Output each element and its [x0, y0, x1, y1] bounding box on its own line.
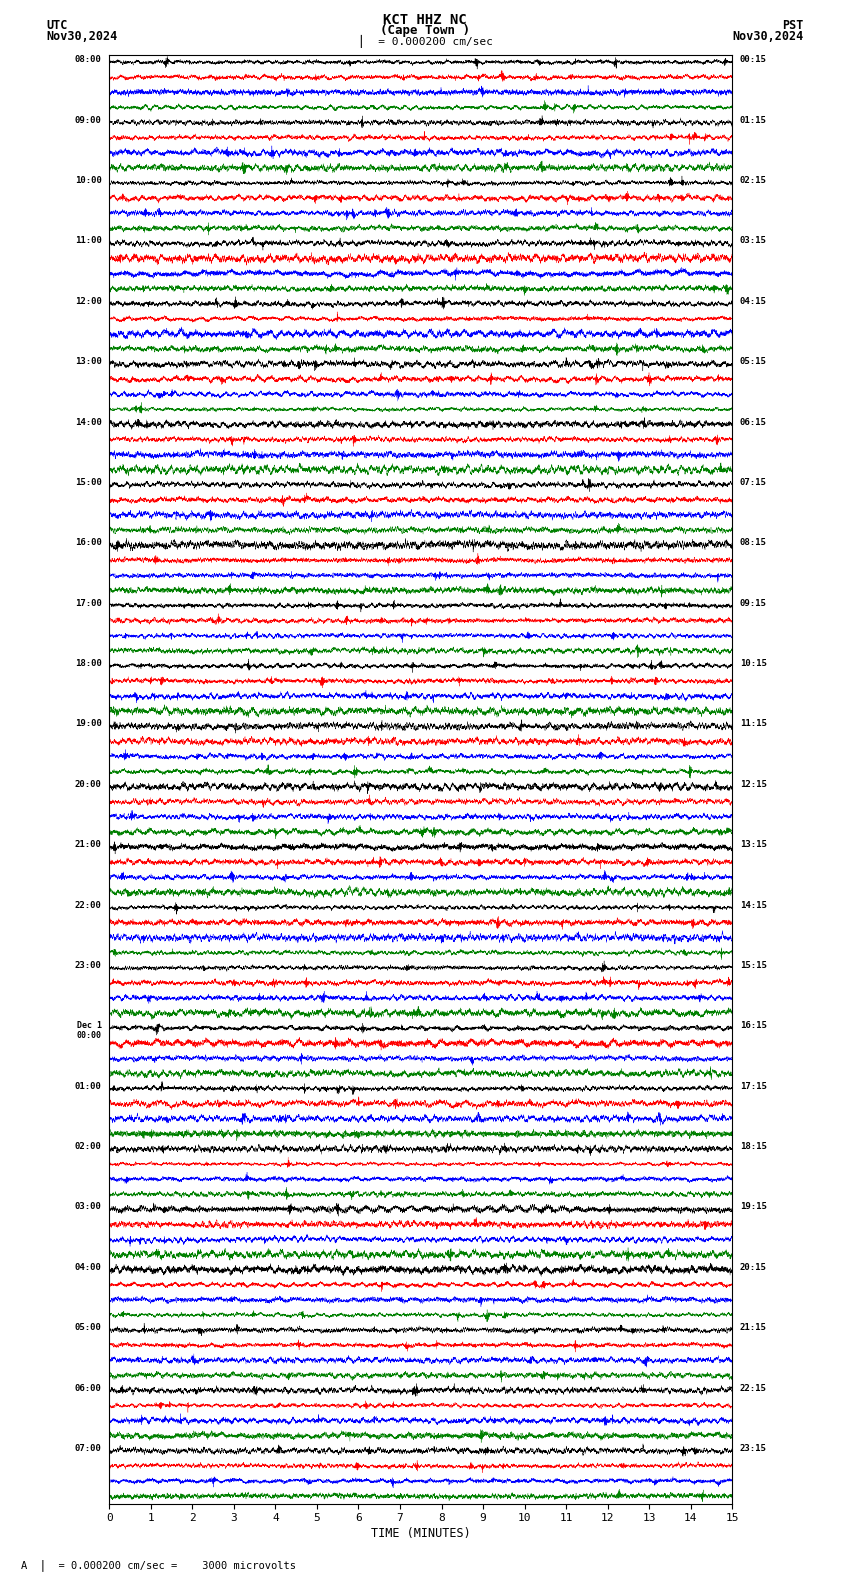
Text: 22:00: 22:00: [75, 901, 102, 909]
Text: 06:15: 06:15: [740, 418, 767, 426]
Text: KCT HHZ NC: KCT HHZ NC: [383, 13, 467, 27]
Text: 07:00: 07:00: [75, 1445, 102, 1453]
Text: 19:00: 19:00: [75, 719, 102, 729]
Text: 11:00: 11:00: [75, 236, 102, 246]
Text: 05:00: 05:00: [75, 1323, 102, 1332]
Text: 14:15: 14:15: [740, 901, 767, 909]
X-axis label: TIME (MINUTES): TIME (MINUTES): [371, 1527, 471, 1541]
Text: 10:00: 10:00: [75, 176, 102, 185]
Text: UTC: UTC: [47, 19, 68, 32]
Text: 08:15: 08:15: [740, 539, 767, 548]
Text: 17:15: 17:15: [740, 1082, 767, 1091]
Text: 16:00: 16:00: [75, 539, 102, 548]
Text: 21:15: 21:15: [740, 1323, 767, 1332]
Text: 21:00: 21:00: [75, 840, 102, 849]
Text: 10:15: 10:15: [740, 659, 767, 668]
Text: 08:00: 08:00: [75, 55, 102, 65]
Text: 15:00: 15:00: [75, 478, 102, 486]
Text: 15:15: 15:15: [740, 961, 767, 969]
Text: A  ⎮  = 0.000200 cm/sec =    3000 microvolts: A ⎮ = 0.000200 cm/sec = 3000 microvolts: [21, 1559, 297, 1571]
Text: 23:00: 23:00: [75, 961, 102, 969]
Text: Nov30,2024: Nov30,2024: [732, 30, 803, 43]
Text: 03:00: 03:00: [75, 1202, 102, 1212]
Text: (Cape Town ): (Cape Town ): [380, 24, 470, 36]
Text: Nov30,2024: Nov30,2024: [47, 30, 118, 43]
Text: ⎮  = 0.000200 cm/sec: ⎮ = 0.000200 cm/sec: [358, 35, 492, 48]
Text: 13:00: 13:00: [75, 358, 102, 366]
Text: 18:15: 18:15: [740, 1142, 767, 1152]
Text: 17:00: 17:00: [75, 599, 102, 608]
Text: 01:00: 01:00: [75, 1082, 102, 1091]
Text: 09:00: 09:00: [75, 116, 102, 125]
Text: Dec 1: Dec 1: [76, 1022, 102, 1030]
Text: 09:15: 09:15: [740, 599, 767, 608]
Text: 14:00: 14:00: [75, 418, 102, 426]
Text: 01:15: 01:15: [740, 116, 767, 125]
Text: 12:00: 12:00: [75, 296, 102, 306]
Text: 03:15: 03:15: [740, 236, 767, 246]
Text: 04:15: 04:15: [740, 296, 767, 306]
Text: 00:15: 00:15: [740, 55, 767, 65]
Text: 23:15: 23:15: [740, 1445, 767, 1453]
Text: 20:00: 20:00: [75, 779, 102, 789]
Text: 18:00: 18:00: [75, 659, 102, 668]
Text: 00:00: 00:00: [76, 1031, 102, 1041]
Text: 06:00: 06:00: [75, 1383, 102, 1392]
Text: 13:15: 13:15: [740, 840, 767, 849]
Text: 02:15: 02:15: [740, 176, 767, 185]
Text: 11:15: 11:15: [740, 719, 767, 729]
Text: 05:15: 05:15: [740, 358, 767, 366]
Text: 12:15: 12:15: [740, 779, 767, 789]
Text: 22:15: 22:15: [740, 1383, 767, 1392]
Text: 20:15: 20:15: [740, 1262, 767, 1272]
Text: 02:00: 02:00: [75, 1142, 102, 1152]
Text: 07:15: 07:15: [740, 478, 767, 486]
Text: 04:00: 04:00: [75, 1262, 102, 1272]
Text: 16:15: 16:15: [740, 1022, 767, 1030]
Text: PST: PST: [782, 19, 803, 32]
Text: 19:15: 19:15: [740, 1202, 767, 1212]
